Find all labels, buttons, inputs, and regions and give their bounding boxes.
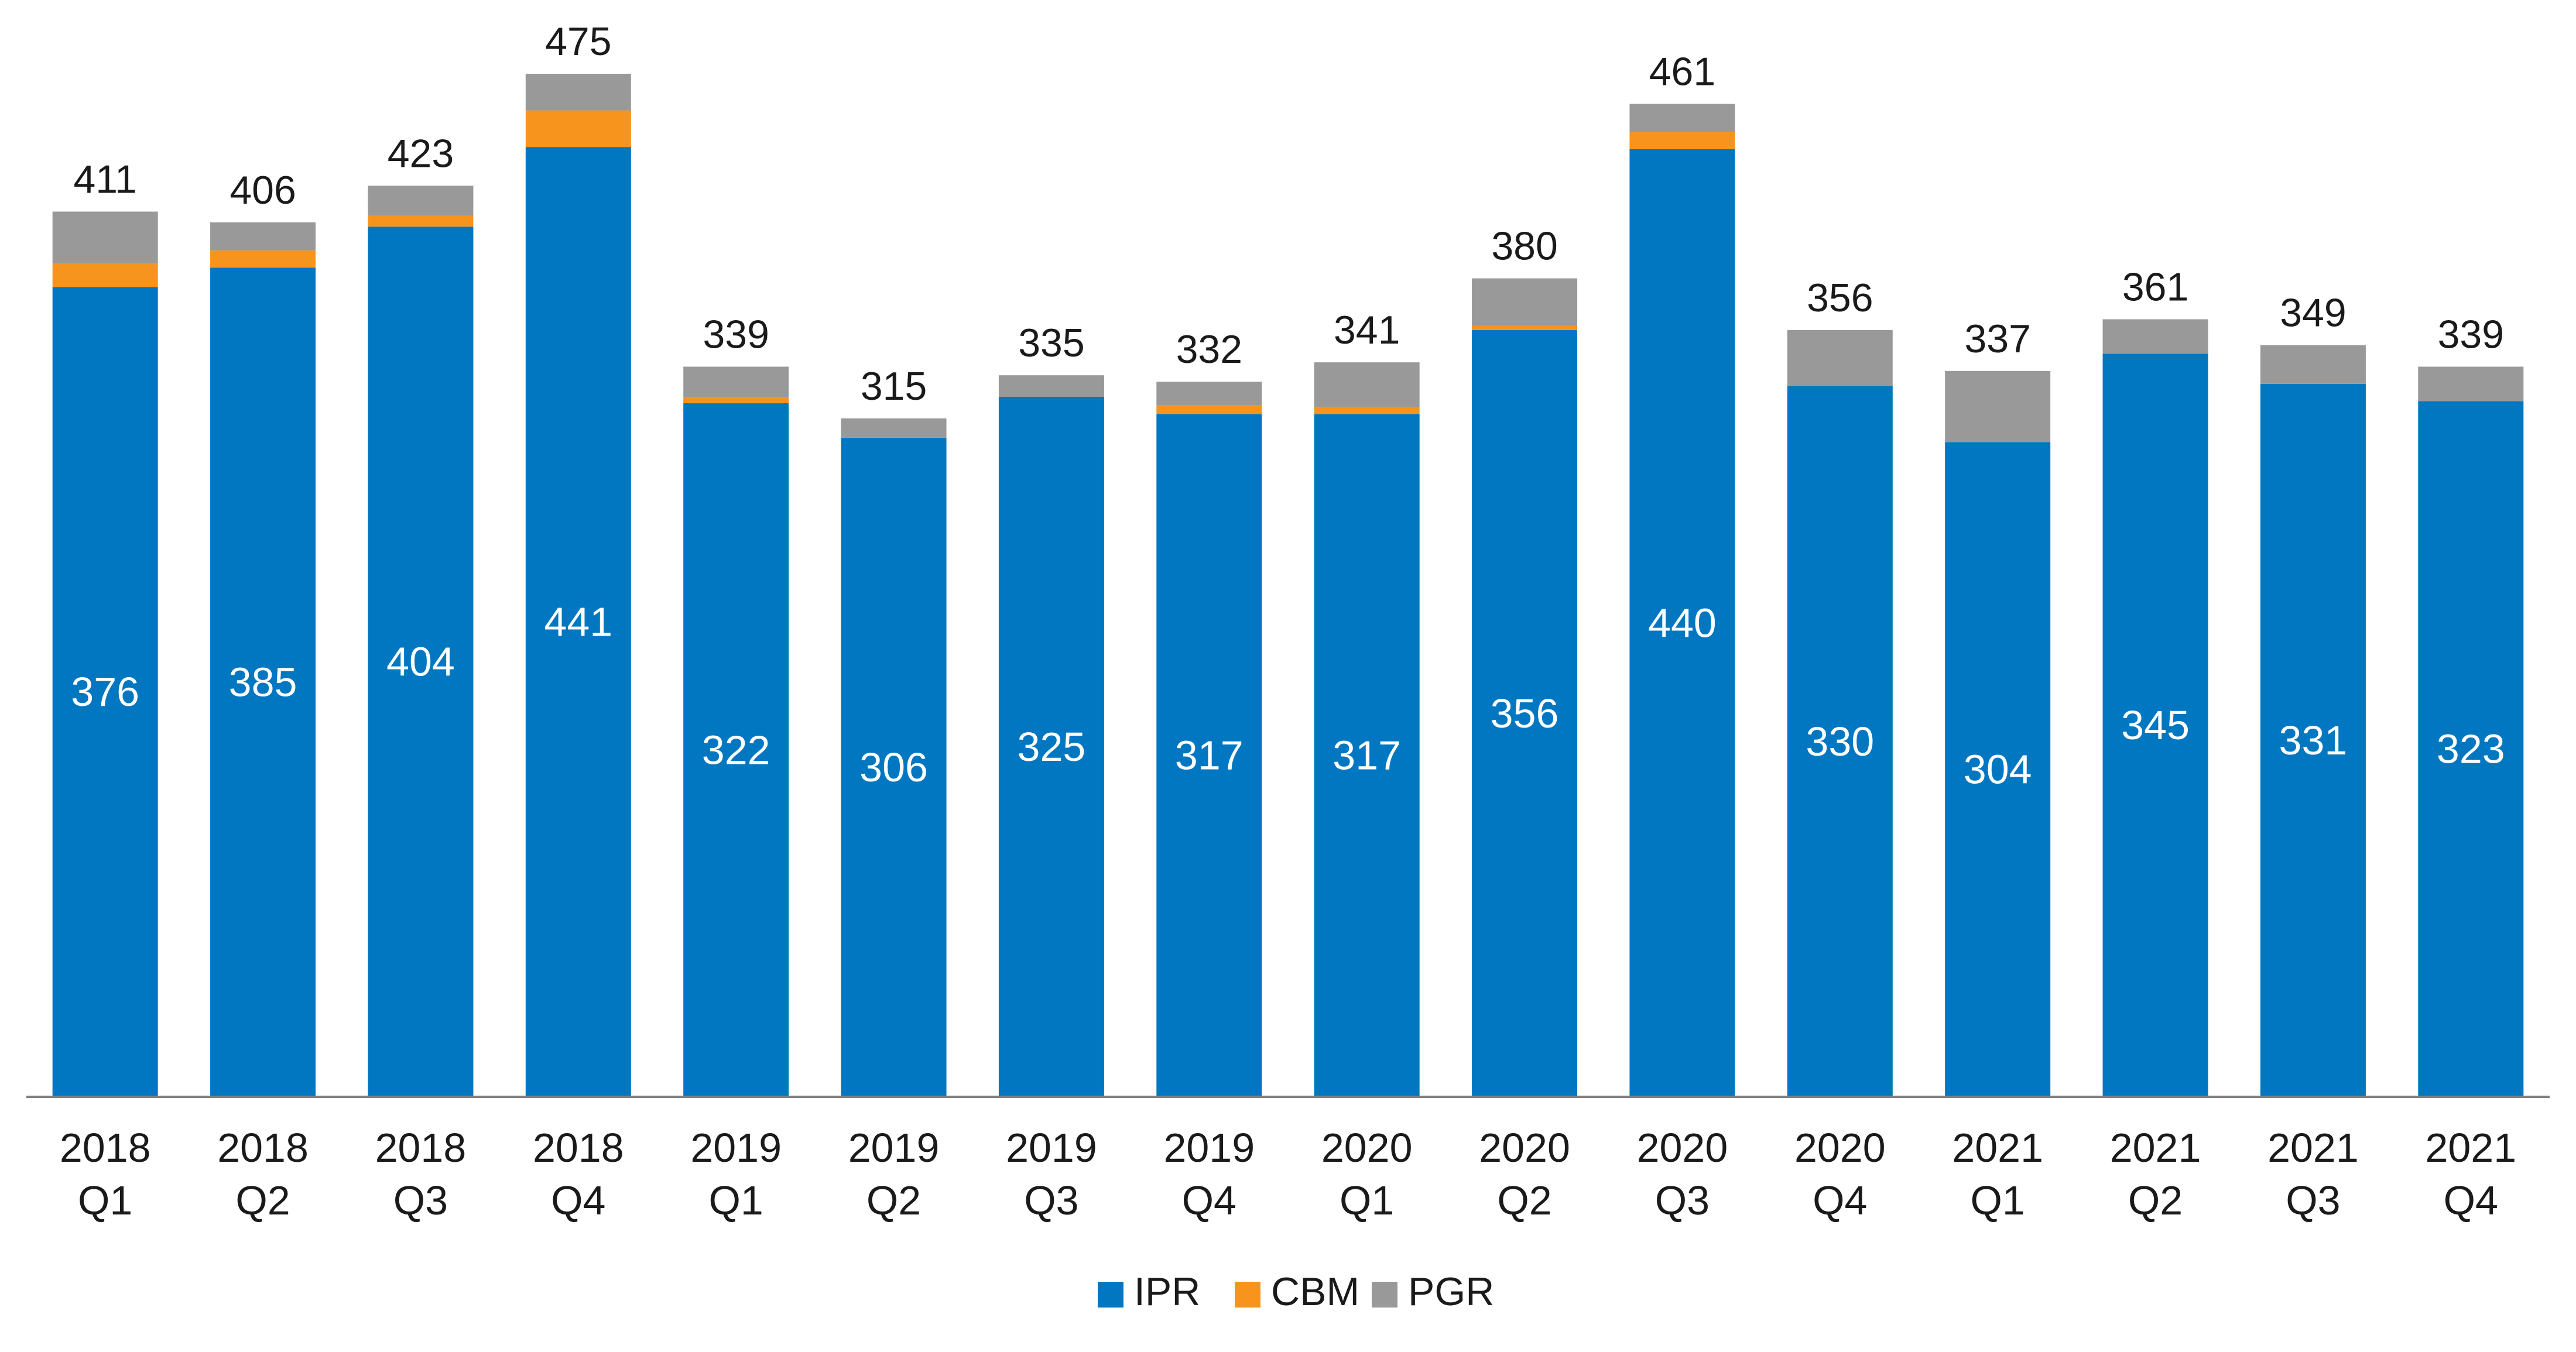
x-tick-label-quarter: Q4 [2444,1178,2498,1223]
data-label-ipr: 317 [1332,733,1401,778]
x-tick-label-quarter: Q3 [1024,1178,1078,1223]
data-label-ipr: 376 [71,669,139,715]
bar-pgr-11 [1629,104,1735,132]
data-label-total: 406 [229,168,296,212]
x-tick-label-year: 2021 [2110,1125,2201,1171]
x-tick-label-year: 2021 [1952,1125,2043,1171]
bar-pgr-14 [2103,320,2208,354]
data-label-total: 349 [2280,291,2346,335]
x-tick-label-year: 2020 [1794,1125,1886,1171]
x-tick-label-year: 2019 [848,1125,940,1171]
data-label-ipr: 306 [859,744,928,790]
x-tick-label-quarter: Q2 [2128,1178,2183,1223]
bar-pgr-3 [368,186,473,216]
bar-pgr-15 [2260,345,2366,384]
data-label-ipr: 325 [1018,724,1086,770]
bar-pgr-5 [683,366,789,397]
bar-cbm-4 [526,111,631,147]
data-label-total: 335 [1018,321,1084,365]
data-label-ipr: 441 [544,599,612,645]
bar-cbm-5 [683,397,789,403]
bar-pgr-7 [999,375,1104,397]
data-label-total: 337 [1964,317,2030,361]
data-label-total: 315 [861,364,927,409]
bar-pgr-2 [210,222,316,251]
data-label-ipr: 323 [2437,726,2505,772]
x-tick-label-year: 2020 [1321,1125,1413,1171]
data-label-ipr: 440 [1648,600,1717,646]
bars-layer [53,74,2524,1097]
x-tick-label-quarter: Q1 [1970,1178,2025,1223]
data-label-total: 339 [703,312,769,356]
x-tick-label-quarter: Q3 [2286,1178,2340,1223]
legend-label-cbm: CBM [1271,1269,1359,1314]
x-tick-label-quarter: Q3 [393,1178,448,1223]
data-label-total: 411 [73,157,136,202]
bar-pgr-4 [526,74,631,111]
data-label-ipr: 330 [1806,719,1874,764]
data-label-ipr: 322 [702,728,770,773]
bar-pgr-6 [841,418,947,438]
bar-cbm-10 [1472,326,1577,330]
x-tick-label-quarter: Q4 [1813,1178,1867,1223]
data-label-ipr: 331 [2279,718,2348,763]
legend: IPR CBM PGR [1098,1269,1494,1314]
legend-label-ipr: IPR [1134,1269,1200,1314]
legend-swatch-ipr [1098,1282,1123,1308]
x-tick-label-year: 2018 [217,1125,309,1171]
data-label-total: 461 [1649,50,1715,94]
legend-swatch-pgr [1372,1282,1397,1308]
legend-label-pgr: PGR [1408,1269,1494,1314]
data-label-ipr: 317 [1175,733,1244,778]
data-label-total: 361 [2122,265,2188,310]
data-label-total: 356 [1807,276,1873,320]
x-tick-label-year: 2018 [375,1125,467,1171]
chart-canvas: 376 411 2018 Q1 385 406 2018 Q2 404 423 2018 Q3 441 4… [0,0,2576,1349]
x-tick-label-quarter: Q2 [866,1178,921,1223]
x-tick-label-quarter: Q3 [1655,1178,1710,1223]
x-tick-label-quarter: Q1 [1340,1178,1394,1223]
data-label-total: 341 [1334,308,1400,352]
x-tick-label-quarter: Q4 [551,1178,605,1223]
bar-cbm-11 [1629,132,1735,149]
data-label-ipr: 385 [229,660,297,705]
x-tick-label-year: 2020 [1479,1125,1570,1171]
x-tick-label-quarter: Q1 [708,1178,763,1223]
data-label-ipr: 345 [2121,702,2190,748]
data-label-ipr: 356 [1491,691,1559,736]
x-tick-label-year: 2020 [1637,1125,1728,1171]
x-tick-label-quarter: Q4 [1182,1178,1236,1223]
data-label-total: 475 [545,19,611,64]
bar-pgr-16 [2418,366,2523,401]
x-tick-label-year: 2021 [2267,1125,2359,1171]
x-tick-label-year: 2019 [690,1125,782,1171]
x-tick-label-year: 2018 [533,1125,624,1171]
x-tick-label-year: 2018 [60,1125,151,1171]
x-tick-label-year: 2021 [2425,1125,2516,1171]
data-label-total: 423 [388,131,454,176]
bar-pgr-1 [53,212,158,263]
bar-cbm-8 [1156,406,1262,414]
bar-cbm-1 [53,263,158,287]
x-tick-label-quarter: Q1 [78,1178,132,1223]
bar-pgr-12 [1787,330,1893,386]
data-label-total: 339 [2438,312,2504,356]
bar-pgr-13 [1945,371,2050,442]
data-label-ipr: 404 [386,639,455,685]
bar-pgr-10 [1472,279,1577,326]
data-label-total: 380 [1491,224,1557,269]
stacked-bar-chart: 376 411 2018 Q1 385 406 2018 Q2 404 423 2018 Q3 441 4… [0,0,2576,1349]
data-label-total: 332 [1176,327,1242,372]
bar-pgr-8 [1156,382,1262,405]
bar-cbm-9 [1314,407,1420,414]
x-tick-label-quarter: Q2 [1497,1178,1551,1223]
bar-cbm-3 [368,216,473,227]
data-label-ipr: 304 [1964,747,2032,792]
x-tick-label-quarter: Q2 [235,1178,290,1223]
bar-pgr-9 [1314,362,1420,407]
x-tick-label-year: 2019 [1163,1125,1255,1171]
x-tick-label-year: 2019 [1006,1125,1097,1171]
bar-cbm-2 [210,251,316,267]
legend-swatch-cbm [1235,1282,1260,1308]
